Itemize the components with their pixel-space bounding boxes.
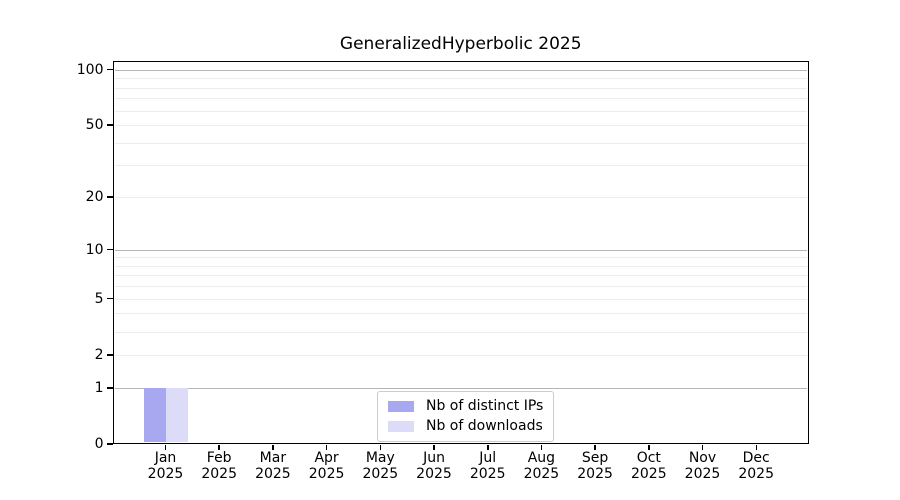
x-tick bbox=[164, 445, 167, 450]
minor-gridline bbox=[114, 257, 807, 259]
minor-gridline bbox=[114, 78, 807, 80]
x-tick bbox=[272, 445, 274, 450]
x-tick-label: Jan 2025 bbox=[147, 450, 184, 482]
y-tick-label: 20 bbox=[85, 189, 104, 205]
x-tick bbox=[648, 445, 650, 450]
minor-gridline bbox=[114, 354, 807, 356]
x-tick bbox=[540, 445, 543, 450]
legend-entry: Nb of downloads bbox=[388, 418, 543, 435]
x-tick-label: Jun 2025 bbox=[416, 450, 452, 482]
y-tick bbox=[107, 248, 113, 251]
y-tick-label: 2 bbox=[94, 346, 104, 363]
chart-title: GeneralizedHyperbolic 2025 bbox=[339, 34, 582, 54]
y-tick-label: 1 bbox=[94, 379, 104, 396]
minor-gridline bbox=[114, 275, 807, 277]
x-tick bbox=[487, 445, 489, 450]
y-tick bbox=[107, 68, 113, 71]
x-tick-label: Feb 2025 bbox=[201, 450, 237, 482]
x-tick-label: Aug 2025 bbox=[523, 450, 560, 482]
x-tick bbox=[594, 445, 596, 450]
x-tick-label: Mar 2025 bbox=[255, 450, 291, 482]
legend: Nb of distinct IPs Nb of downloads bbox=[377, 391, 555, 442]
x-tick-label: Dec 2025 bbox=[738, 450, 774, 482]
minor-gridline bbox=[114, 87, 807, 89]
bar-distinct-ips bbox=[143, 387, 166, 443]
y-tick-label: 0 bbox=[94, 436, 104, 452]
minor-gridline bbox=[114, 331, 807, 333]
x-tick bbox=[755, 445, 757, 450]
x-tick-label: Jul 2025 bbox=[469, 450, 506, 482]
legend-entry: Nb of distinct IPs bbox=[388, 398, 543, 415]
minor-gridline bbox=[114, 98, 807, 100]
y-tick bbox=[107, 443, 113, 445]
minor-gridline bbox=[114, 313, 807, 315]
x-tick-label: Sep 2025 bbox=[577, 450, 613, 482]
minor-gridline bbox=[114, 265, 807, 267]
y-tick bbox=[107, 354, 113, 356]
minor-gridline bbox=[114, 142, 807, 144]
legend-swatch bbox=[388, 401, 414, 412]
x-tick-label: Apr 2025 bbox=[308, 450, 345, 482]
x-tick-label: May 2025 bbox=[362, 450, 399, 482]
minor-gridline bbox=[114, 125, 807, 126]
x-tick bbox=[379, 445, 382, 450]
legend-swatch bbox=[388, 421, 414, 432]
minor-gridline bbox=[114, 286, 807, 288]
x-tick bbox=[218, 445, 220, 450]
minor-gridline bbox=[114, 110, 807, 112]
x-tick bbox=[433, 445, 435, 450]
major-gridline bbox=[114, 69, 807, 71]
bar-downloads bbox=[165, 387, 188, 443]
legend-label: Nb of downloads bbox=[426, 418, 543, 434]
x-tick bbox=[325, 445, 328, 450]
major-gridline bbox=[114, 387, 807, 389]
legend-label: Nb of distinct IPs bbox=[426, 398, 544, 414]
minor-gridline bbox=[114, 165, 807, 167]
y-tick-label: 10 bbox=[85, 241, 104, 258]
major-gridline bbox=[114, 249, 807, 251]
y-tick-label: 50 bbox=[85, 117, 104, 133]
minor-gridline bbox=[114, 197, 807, 198]
x-tick bbox=[701, 445, 704, 450]
plot-area-border bbox=[112, 60, 809, 444]
minor-gridline bbox=[114, 298, 807, 300]
y-tick bbox=[107, 196, 113, 198]
x-tick-label: Nov 2025 bbox=[684, 450, 721, 482]
y-tick bbox=[107, 297, 113, 300]
y-tick bbox=[107, 124, 113, 126]
x-tick-label: Oct 2025 bbox=[630, 450, 667, 482]
y-tick bbox=[107, 387, 113, 389]
y-tick-label: 5 bbox=[94, 290, 104, 307]
y-tick-label: 100 bbox=[76, 61, 104, 78]
